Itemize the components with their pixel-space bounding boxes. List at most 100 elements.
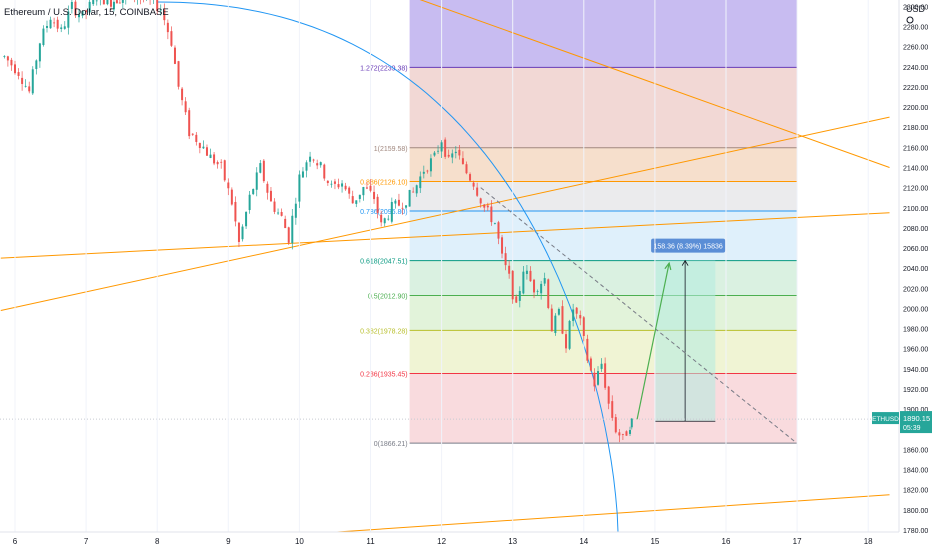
candle-body xyxy=(6,56,9,61)
candle-body xyxy=(383,218,386,224)
price-tick-label: 1900.00 xyxy=(903,407,928,414)
candle-body xyxy=(277,212,280,214)
candle-body xyxy=(323,164,326,179)
dashed-projection-line[interactable] xyxy=(480,187,798,444)
price-tick-label: 1960.00 xyxy=(903,347,928,354)
candle-body xyxy=(429,158,432,172)
time-tick-label: 13 xyxy=(508,537,517,546)
price-tick-label: 1820.00 xyxy=(903,488,928,495)
candle-body xyxy=(554,315,557,334)
candle-body xyxy=(112,1,115,10)
candle-body xyxy=(156,0,159,11)
trendline[interactable] xyxy=(0,212,890,259)
price-tick-label: 1800.00 xyxy=(903,508,928,515)
candle-body xyxy=(461,158,464,165)
last-price-badge: ETHUSD 1890.15 05:39 xyxy=(872,411,932,434)
price-badge-value: 1890.15 xyxy=(903,414,930,423)
price-tick-label: 2180.00 xyxy=(903,125,928,132)
candle-body xyxy=(621,434,624,435)
candle-body xyxy=(582,317,585,336)
candle-body xyxy=(109,0,112,7)
candle-body xyxy=(465,164,468,174)
time-axis-panel[interactable] xyxy=(0,532,932,550)
candle-body xyxy=(422,171,425,174)
arc-curve[interactable] xyxy=(156,1,619,533)
candle-body xyxy=(533,279,536,293)
candle-body xyxy=(301,171,304,178)
candle-body xyxy=(3,55,6,57)
time-tick-label: 6 xyxy=(13,537,18,546)
candlestick-series xyxy=(3,0,869,532)
candle-body xyxy=(508,265,511,274)
candle-body xyxy=(209,154,212,158)
candle-body xyxy=(287,227,290,243)
candle-body xyxy=(330,183,333,185)
time-tick-label: 8 xyxy=(155,537,160,546)
candle-body xyxy=(561,306,564,334)
settings-icon[interactable] xyxy=(906,16,914,24)
price-axis-panel[interactable] xyxy=(899,0,932,532)
time-tick-label: 17 xyxy=(793,537,802,546)
candle-body xyxy=(284,218,287,229)
candle-body xyxy=(351,196,354,204)
price-tick-label: 2000.00 xyxy=(903,306,928,313)
settings-icon-ring xyxy=(906,16,914,24)
fib-band xyxy=(409,260,798,296)
candle-body xyxy=(437,150,440,152)
candle-body xyxy=(177,61,180,87)
candle-body xyxy=(216,162,219,165)
measure-label-box xyxy=(651,238,726,253)
price-range-measure[interactable]: 158.36 (8.39%) 15836 xyxy=(651,238,726,422)
candle-body xyxy=(476,187,479,196)
candle-body xyxy=(191,133,194,135)
price-tick-label: 1840.00 xyxy=(903,468,928,475)
currency-label[interactable]: USD xyxy=(906,4,926,14)
measure-arrow-head xyxy=(681,259,689,266)
candle-body xyxy=(305,162,308,171)
candle-body xyxy=(56,19,59,29)
candle-body xyxy=(522,271,525,294)
candle-body xyxy=(380,214,383,223)
price-tick-label: 2160.00 xyxy=(903,145,928,152)
trendline[interactable] xyxy=(388,0,890,168)
candle-body xyxy=(565,334,568,349)
fib-level-label: 0(1866.21) xyxy=(374,441,408,448)
chart-title[interactable]: Ethereum / U.S. Dollar, 15, COINBASE xyxy=(4,7,169,18)
candle-body xyxy=(504,253,507,266)
candle-body xyxy=(294,203,297,218)
candle-body xyxy=(607,386,610,404)
candle-body xyxy=(202,146,205,149)
candle-body xyxy=(447,154,450,157)
candle-body xyxy=(630,418,633,428)
fib-band xyxy=(409,373,798,444)
candle-body xyxy=(529,270,532,282)
candle-body xyxy=(593,372,596,387)
trendlines[interactable] xyxy=(0,0,899,536)
candle-body xyxy=(415,185,418,194)
time-tick-label: 16 xyxy=(722,537,731,546)
fib-level-label: 0.236(1935.45) xyxy=(360,371,407,378)
candle-body xyxy=(579,315,582,319)
fib-band xyxy=(409,210,798,261)
candle-body xyxy=(31,69,34,94)
candle-body xyxy=(625,431,628,436)
fib-band xyxy=(409,330,798,374)
fib-band xyxy=(409,181,798,211)
candle-body xyxy=(70,2,73,9)
candle-body xyxy=(102,0,105,5)
fibonacci-retracement[interactable]: 0(1866.21) 0.236(1935.45) 0.382(1978.28) 0.… xyxy=(360,0,798,448)
fib-level-label: 0.382(1978.28) xyxy=(360,328,407,335)
candle-body xyxy=(252,189,255,195)
trendline[interactable] xyxy=(0,116,890,311)
candle-body xyxy=(42,28,45,45)
candle-body xyxy=(614,417,617,433)
candle-body xyxy=(173,47,176,64)
candle-body xyxy=(205,147,208,156)
time-tick-label: 12 xyxy=(437,537,446,546)
trendline[interactable] xyxy=(292,494,890,536)
candle-body xyxy=(486,205,489,208)
price-tick-label: 2260.00 xyxy=(903,45,928,52)
candle-body xyxy=(358,194,361,199)
